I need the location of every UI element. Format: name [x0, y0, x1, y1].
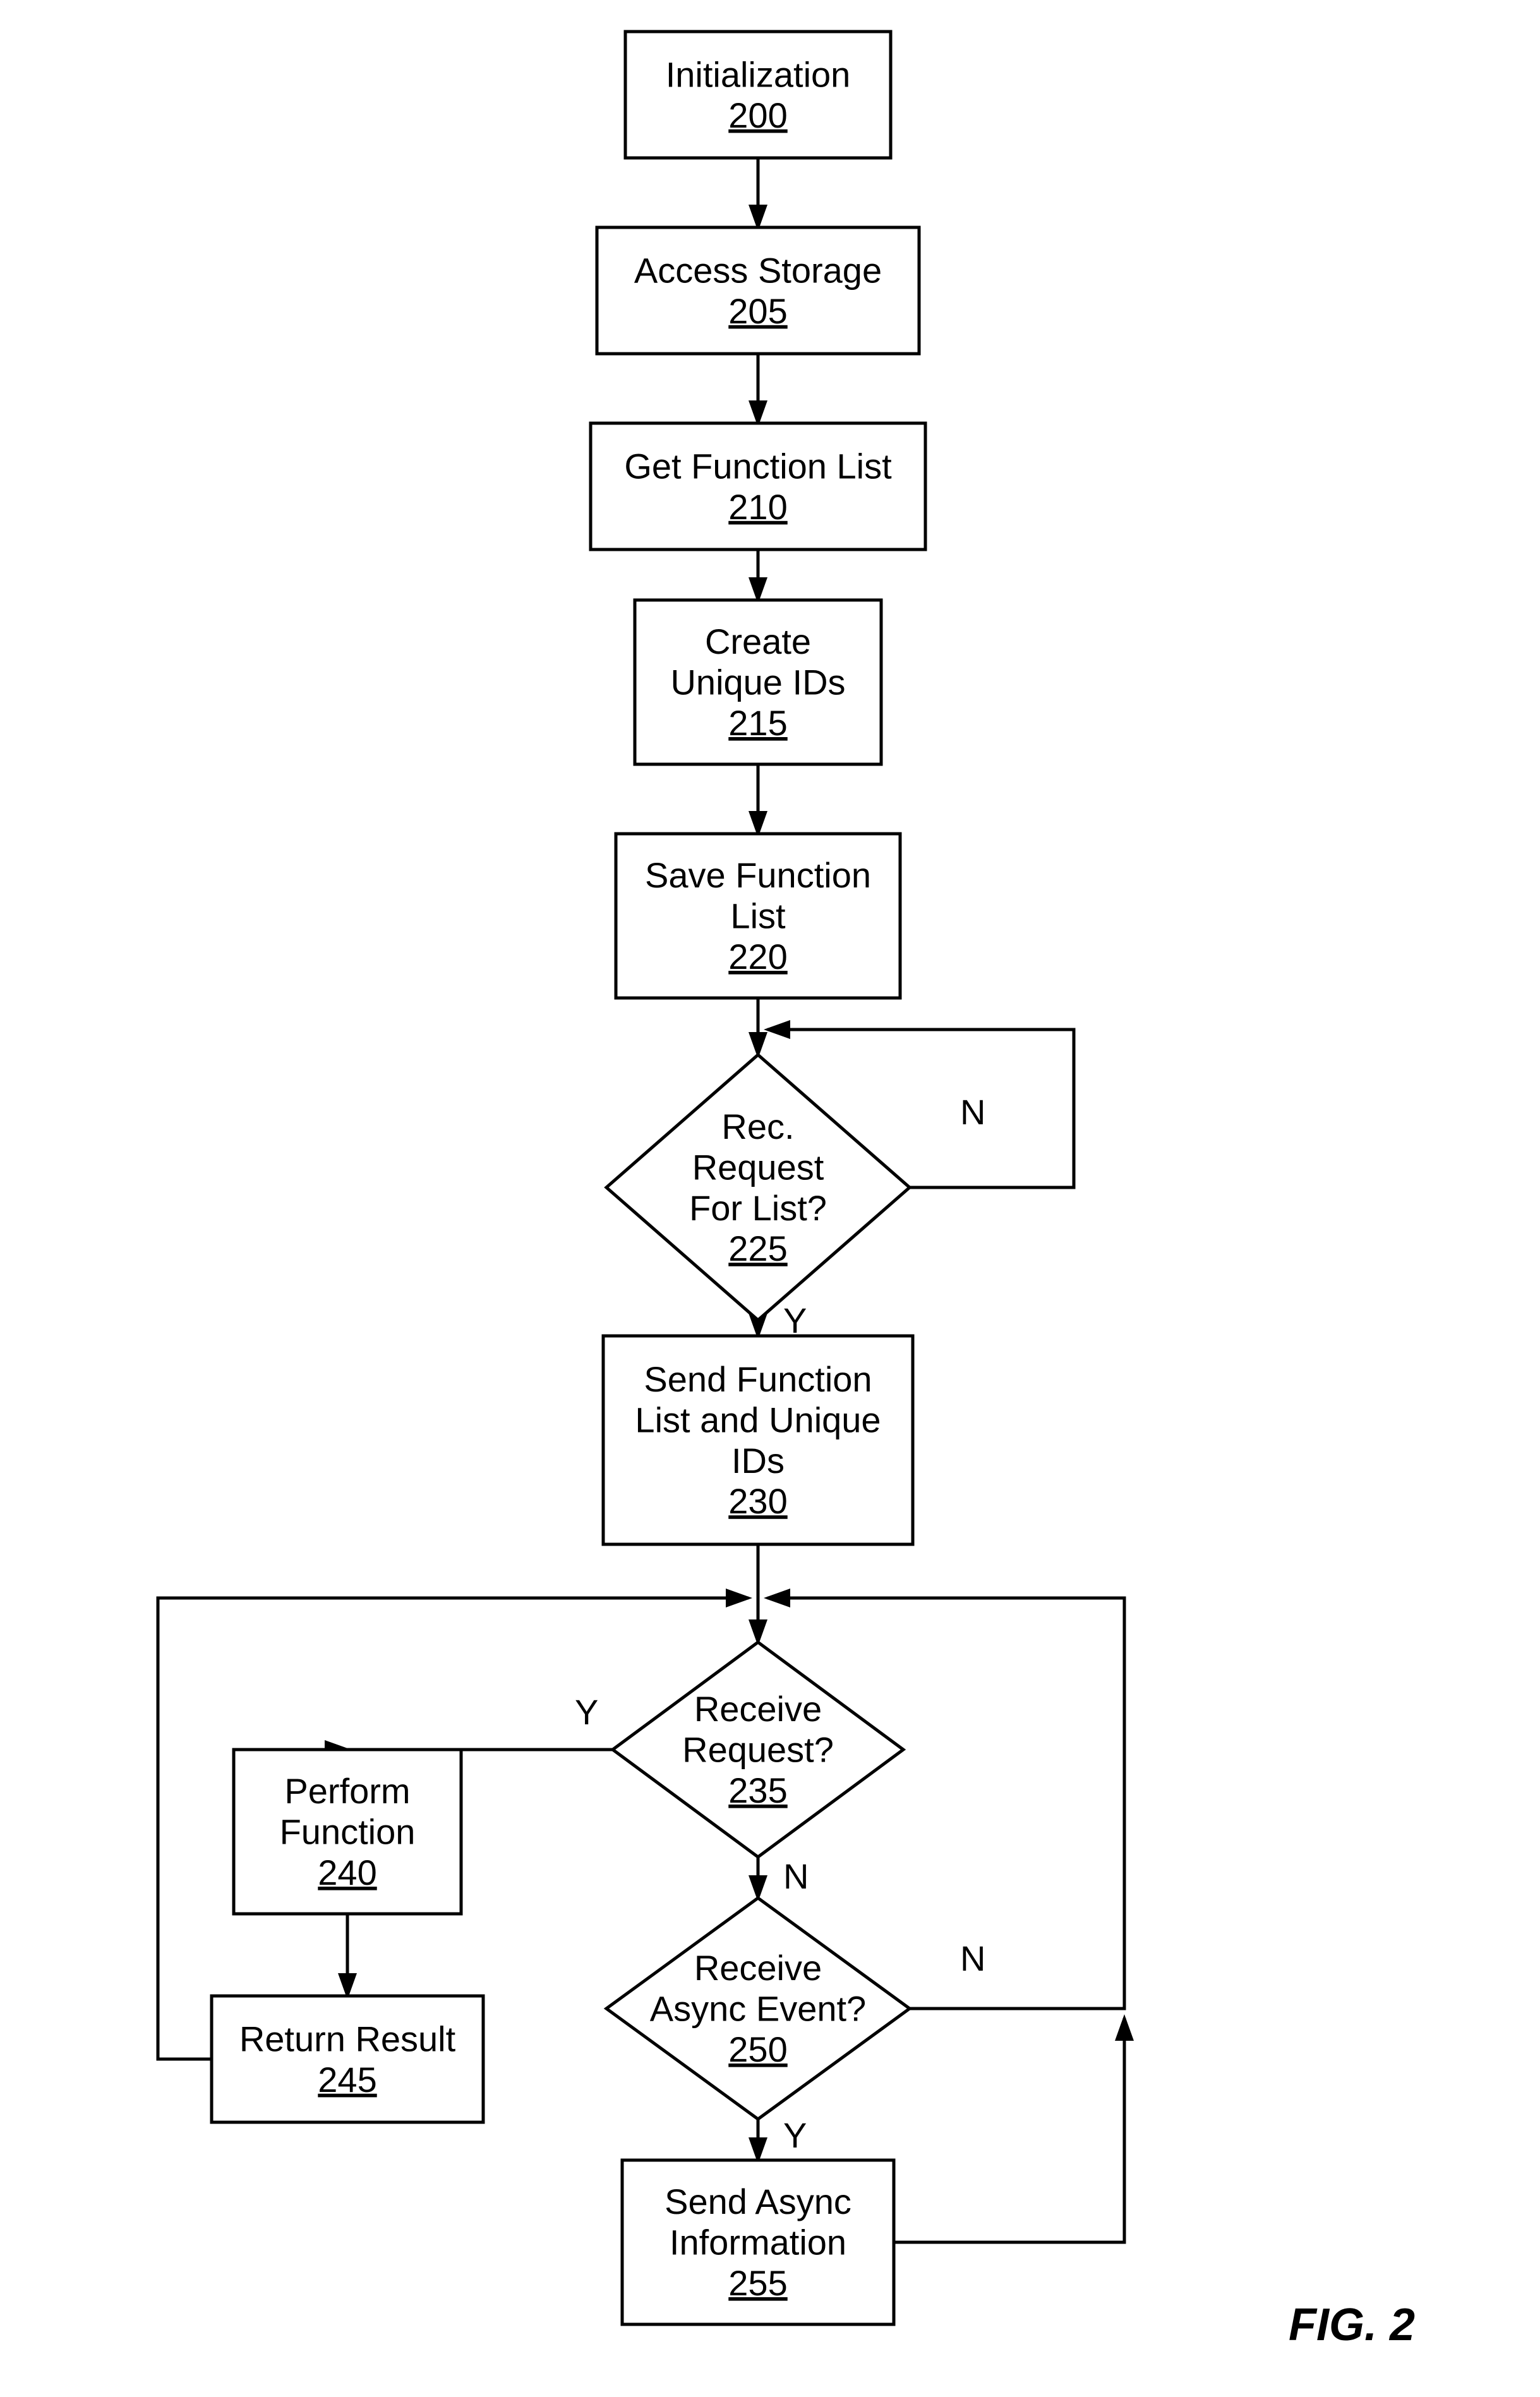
edge-label-5: N	[960, 1092, 985, 1132]
flowchart-canvas: Initialization200Access Storage205Get Fu…	[0, 0, 1540, 2397]
edge-label-12: Y	[783, 2115, 807, 2155]
edge-label-6: Y	[783, 1301, 807, 1340]
figure-caption: FIG. 2	[1289, 2299, 1415, 2351]
edge-label-8: Y	[575, 1692, 598, 1732]
flowchart-edge-14	[894, 2018, 1124, 2242]
edge-label-9: N	[783, 1856, 809, 1896]
edge-label-13: N	[960, 1938, 985, 1978]
